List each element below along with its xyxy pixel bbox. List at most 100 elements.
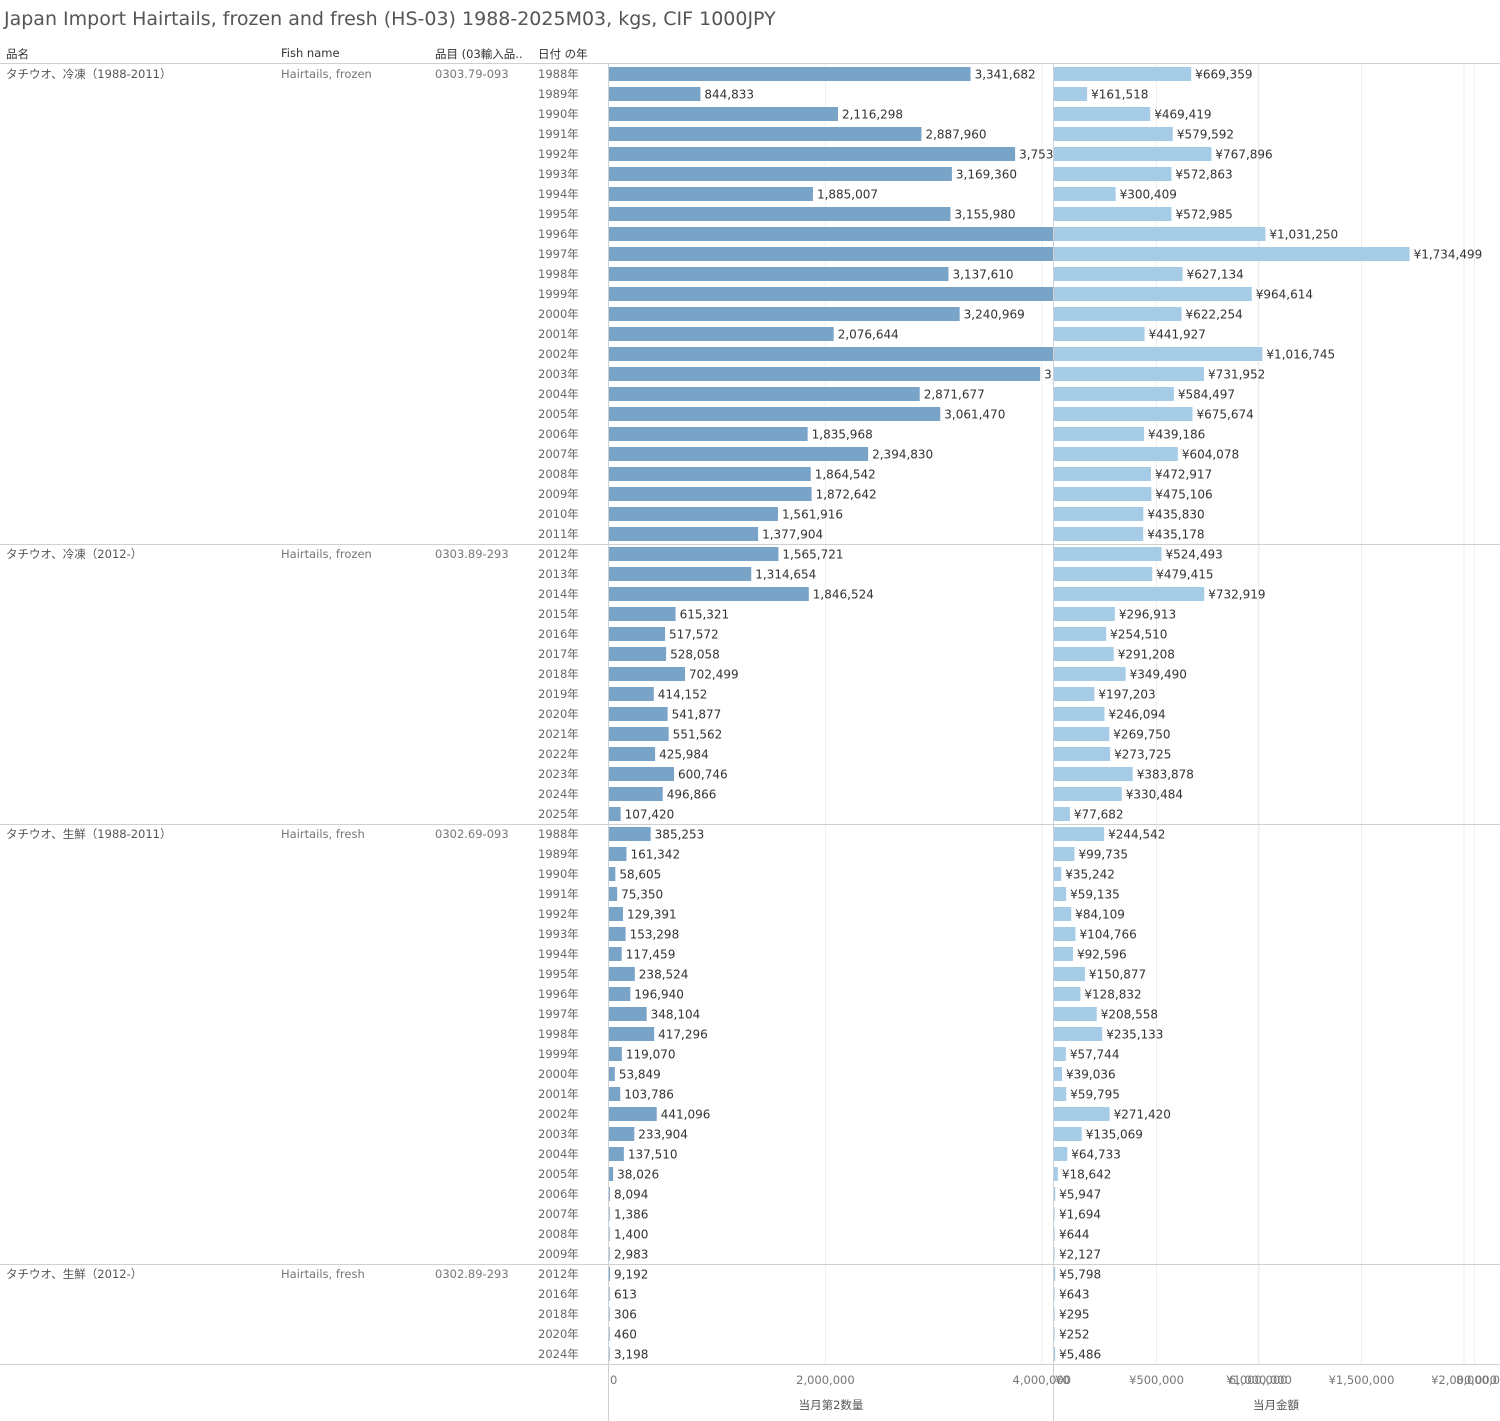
qty-bar[interactable] [609,527,759,541]
header-hs-code[interactable]: 品目 (03輸入品.. [435,47,523,61]
amount-bar[interactable] [1054,1107,1110,1121]
amount-bar[interactable] [1054,147,1212,161]
qty-bar[interactable] [609,827,651,841]
amount-bar[interactable] [1054,387,1174,401]
amount-bar[interactable] [1054,547,1162,561]
amount-bar[interactable] [1054,247,1410,261]
qty-bar[interactable] [609,287,1121,301]
amount-bar[interactable] [1054,667,1126,681]
amount-bar[interactable] [1054,107,1151,121]
amount-bar[interactable] [1054,707,1105,721]
amount-bar[interactable] [1054,1307,1055,1321]
amount-bar[interactable] [1054,767,1133,781]
amount-bar[interactable] [1054,727,1110,741]
header-item-name[interactable]: 品名 [6,47,29,61]
qty-bar[interactable] [609,1287,610,1301]
amount-bar[interactable] [1054,887,1067,901]
amount-bar[interactable] [1054,127,1173,141]
qty-bar[interactable] [609,267,949,281]
amount-bar[interactable] [1054,747,1111,761]
amount-bar[interactable] [1054,347,1263,361]
amount-bar[interactable] [1054,1007,1097,1021]
amount-bar[interactable] [1054,867,1062,881]
amount-bar[interactable] [1054,847,1075,861]
amount-bar[interactable] [1054,507,1144,521]
amount-bar[interactable] [1054,267,1183,281]
amount-bar[interactable] [1054,927,1076,941]
amount-bar[interactable] [1054,487,1152,501]
qty-bar[interactable] [609,987,631,1001]
qty-bar[interactable] [609,1107,657,1121]
amount-bar[interactable] [1054,407,1193,421]
amount-bar[interactable] [1054,947,1073,961]
qty-bar[interactable] [609,687,654,701]
amount-bar[interactable] [1054,627,1107,641]
header-year[interactable]: 日付 の年 [538,47,588,61]
amount-bar[interactable] [1054,587,1205,601]
qty-bar[interactable] [609,227,1124,241]
qty-bar[interactable] [609,467,811,481]
qty-bar[interactable] [609,1127,635,1141]
amount-bar[interactable] [1054,827,1105,841]
amount-bar[interactable] [1054,187,1116,201]
qty-bar[interactable] [609,607,676,621]
amount-bar[interactable] [1054,227,1266,241]
amount-bar[interactable] [1054,1047,1066,1061]
amount-bar[interactable] [1054,87,1088,101]
qty-bar[interactable] [609,127,922,141]
amount-bar[interactable] [1054,1127,1082,1141]
qty-bar[interactable] [609,767,675,781]
amount-bar[interactable] [1054,327,1145,341]
amount-bar[interactable] [1054,1187,1056,1201]
qty-bar[interactable] [609,587,809,601]
amount-bar[interactable] [1054,1167,1058,1181]
qty-bar[interactable] [609,447,869,461]
amount-bar[interactable] [1054,987,1081,1001]
qty-bar[interactable] [609,347,1138,361]
amount-bar[interactable] [1054,1267,1056,1281]
qty-bar[interactable] [609,1327,610,1341]
qty-bar[interactable] [609,307,960,321]
qty-bar[interactable] [609,867,616,881]
qty-bar[interactable] [609,1347,610,1361]
qty-bar[interactable] [609,1167,614,1181]
qty-bar[interactable] [609,647,667,661]
amount-bar[interactable] [1054,1287,1055,1301]
qty-bar[interactable] [609,907,624,921]
amount-bar[interactable] [1054,607,1115,621]
qty-bar[interactable] [609,1247,610,1261]
amount-bar[interactable] [1054,167,1172,181]
qty-bar[interactable] [609,1047,622,1061]
amount-bar[interactable] [1054,687,1095,701]
qty-bar[interactable] [609,107,838,121]
qty-bar[interactable] [609,947,622,961]
qty-bar[interactable] [609,807,621,821]
qty-bar[interactable] [609,1227,610,1241]
qty-bar[interactable] [609,507,778,521]
qty-bar[interactable] [609,207,951,221]
amount-bar[interactable] [1054,1347,1056,1361]
qty-bar[interactable] [609,67,971,81]
amount-bar[interactable] [1054,567,1153,581]
qty-bar[interactable] [609,1027,655,1041]
amount-bar[interactable] [1054,367,1205,381]
amount-bar[interactable] [1054,1207,1055,1221]
amount-bar[interactable] [1054,647,1114,661]
amount-bar[interactable] [1054,527,1144,541]
amount-bar[interactable] [1054,967,1085,981]
qty-bar[interactable] [609,167,952,181]
qty-bar[interactable] [609,927,626,941]
qty-bar[interactable] [609,87,701,101]
qty-bar[interactable] [609,487,812,501]
amount-bar[interactable] [1054,1227,1055,1241]
qty-bar[interactable] [609,727,669,741]
qty-bar[interactable] [609,1307,610,1321]
amount-bar[interactable] [1054,67,1192,81]
qty-bar[interactable] [609,627,666,641]
qty-bar[interactable] [609,707,668,721]
amount-bar[interactable] [1054,807,1070,821]
qty-bar[interactable] [609,407,941,421]
qty-bar[interactable] [609,847,627,861]
qty-bar[interactable] [609,427,808,441]
qty-bar[interactable] [609,787,663,801]
